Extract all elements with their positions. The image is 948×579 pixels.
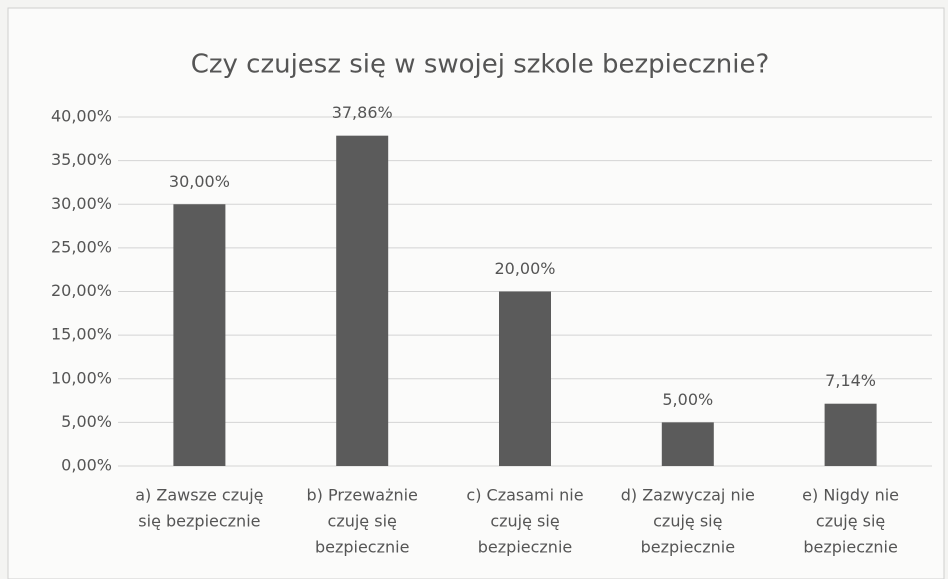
value-label: 7,14%	[825, 371, 876, 390]
y-tick-label: 40,00%	[51, 107, 112, 126]
x-tick-label: się bezpiecznie	[138, 512, 260, 531]
y-tick-label: 15,00%	[51, 325, 112, 344]
value-label: 5,00%	[662, 390, 713, 409]
y-tick-label: 5,00%	[61, 412, 112, 431]
x-tick-label: bezpiecznie	[803, 538, 897, 557]
chart-title: Czy czujesz się w swojej szkole bezpiecz…	[191, 50, 770, 80]
y-tick-label: 35,00%	[51, 150, 112, 169]
y-tick-label: 30,00%	[51, 194, 112, 213]
x-tick-label: e) Nigdy nie	[802, 486, 899, 505]
x-tick-label: d) Zazwyczaj nie	[621, 486, 755, 505]
x-tick-label: bezpiecznie	[315, 538, 409, 557]
x-tick-label: c) Czasami nie	[466, 486, 583, 505]
x-tick-label: b) Przeważnie	[307, 486, 418, 505]
y-tick-label: 20,00%	[51, 281, 112, 300]
bar	[661, 422, 714, 466]
x-tick-label: czuję się	[490, 512, 559, 531]
x-tick-label: bezpiecznie	[641, 538, 735, 557]
x-tick-label: czuję się	[328, 512, 397, 531]
x-tick-label: czuję się	[653, 512, 722, 531]
bar	[173, 204, 226, 466]
value-label: 30,00%	[169, 172, 230, 191]
x-tick-label: bezpiecznie	[478, 538, 572, 557]
y-tick-label: 0,00%	[61, 456, 112, 475]
value-label: 37,86%	[332, 103, 393, 122]
chart-frame	[7, 7, 945, 579]
bar	[824, 403, 877, 466]
bar	[336, 135, 389, 466]
x-tick-label: czuję się	[816, 512, 885, 531]
y-tick-label: 25,00%	[51, 237, 112, 256]
bar	[499, 291, 551, 466]
value-label: 20,00%	[494, 259, 555, 278]
y-tick-label: 10,00%	[51, 368, 112, 387]
x-tick-label: a) Zawsze czuję	[135, 486, 263, 505]
